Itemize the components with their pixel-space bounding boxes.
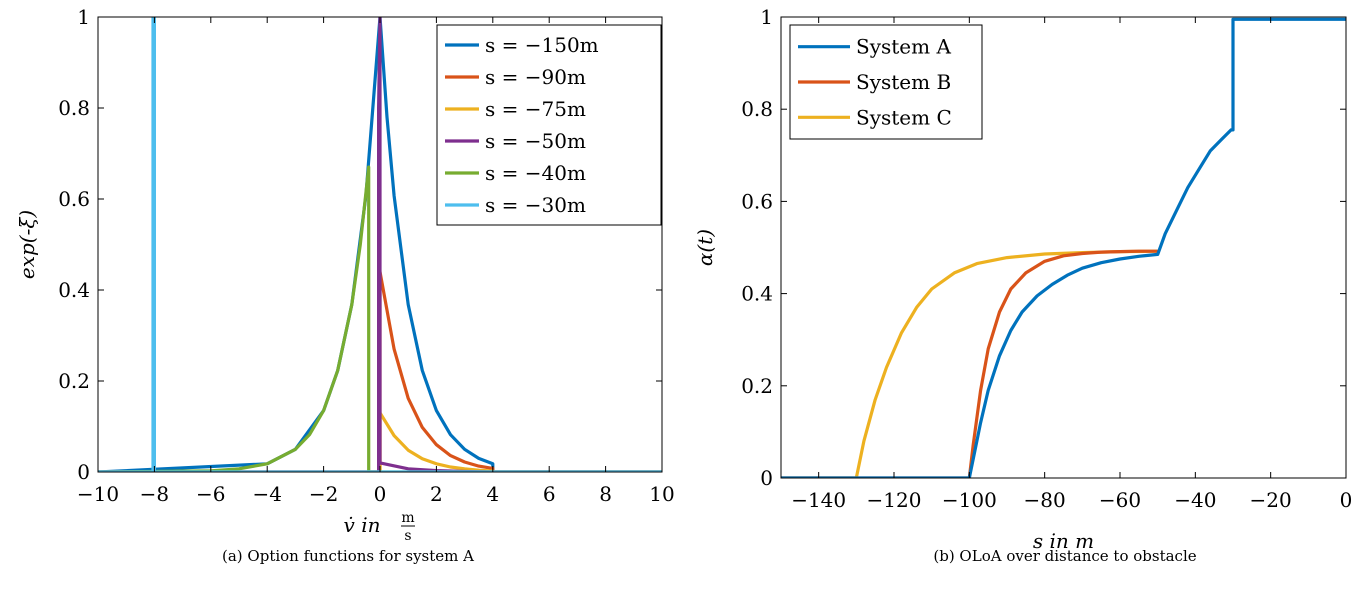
y-tick-label: 0.2: [741, 374, 773, 398]
x-tick-label: −60: [1099, 488, 1141, 512]
x-tick-label: −8: [140, 482, 169, 506]
legend-label-4: s = −40m: [485, 161, 586, 185]
x-tick-label: −100: [942, 488, 997, 512]
x-tick-label: 8: [599, 482, 612, 506]
y-tick-label: 1: [760, 5, 773, 29]
x-tick-label: −2: [309, 482, 338, 506]
figure-caption: (a) Option functions for system A: [222, 547, 474, 565]
x-tick-label: −80: [1024, 488, 1066, 512]
x-tick-label: −140: [791, 488, 846, 512]
series-line-2: [781, 17, 1346, 478]
y-tick-label: 0: [760, 466, 773, 490]
legend-label-1: System B: [856, 70, 951, 94]
x-tick-label: −120: [867, 488, 922, 512]
y-tick-label: 0.6: [741, 189, 773, 213]
legend-label-5: s = −30m: [485, 193, 586, 217]
legend-label-1: s = −90m: [485, 65, 586, 89]
x-tick-label: 4: [486, 482, 499, 506]
y-tick-label: 0.2: [58, 369, 90, 393]
legend-box: [436, 24, 662, 226]
x-tick-label: 6: [543, 482, 556, 506]
legend: s = −150m s = −90m s = −75m s = −50m s = −40…: [436, 24, 662, 226]
y-tick-label: 0.4: [58, 278, 90, 302]
series-line-0: [781, 249, 1158, 478]
series-line-4: [98, 165, 662, 472]
y-tick-label: 0: [77, 460, 90, 484]
x-tick-label: 0: [374, 482, 387, 506]
figure-caption: (b) OLoA over distance to obstacle: [933, 547, 1196, 565]
series-line-1: [781, 249, 1158, 478]
x-tick-label: −10: [77, 482, 119, 506]
x-tick-label: 10: [649, 482, 674, 506]
x-tick-label: 0: [1340, 488, 1353, 512]
legend-label-3: s = −50m: [485, 129, 586, 153]
x-tick-label: −20: [1250, 488, 1292, 512]
legend-label-2: System A: [856, 35, 951, 59]
x-tick-label: −6: [196, 482, 225, 506]
y-tick-label: 0.4: [741, 282, 773, 306]
x-tick-label: −4: [252, 482, 281, 506]
y-tick-label: 1: [77, 5, 90, 29]
plot-frame: [780, 16, 1347, 479]
y-tick-label: 0.8: [58, 96, 90, 120]
panel-b-oloa-over-distance: −140 −120 −100 −80 −60 −40 −20 0 0 0.2 0.4 0.6 0.8 1 s…: [693, 5, 1352, 565]
y-axis-label: exp(-ξ): [15, 210, 39, 279]
x-axis-label: v̇ in: [344, 513, 381, 537]
x-axis-label-unit-numerator: m: [401, 510, 414, 526]
legend-label-0: s = −150m: [485, 33, 599, 57]
legend-label-0: System C: [856, 105, 952, 129]
y-tick-label: 0.8: [741, 97, 773, 121]
x-tick-label: −40: [1174, 488, 1216, 512]
y-axis-label: α(t): [693, 229, 717, 266]
x-axis-label-unit-denominator: s: [404, 528, 411, 544]
legend-label-2: s = −75m: [485, 97, 586, 121]
series-lines: [781, 17, 1346, 478]
y-tick-label: 0.6: [58, 187, 90, 211]
x-tick-label: 2: [430, 482, 443, 506]
x-axis-label: s in m: [1033, 529, 1094, 553]
legend: System A System B System C: [789, 24, 983, 140]
panel-a-option-functions: −10 −8 −6 −4 −2 0 2 4 6 8 10 0 0.2 0.4 0.6 0.8 1 v̇ in ms e…: [15, 5, 675, 565]
